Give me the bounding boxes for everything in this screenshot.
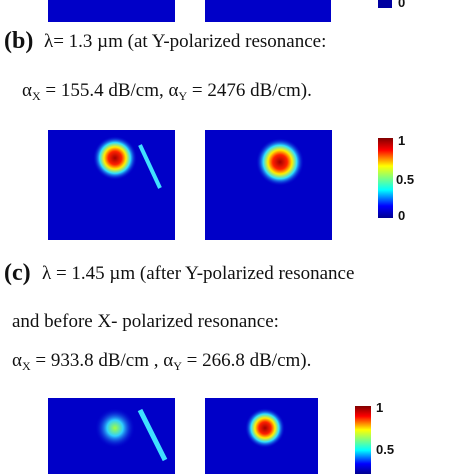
caption-line: αX = 155.4 dB/cm, αY = 2476 dB/cm).	[22, 80, 312, 103]
text: = 155.4 dB/cm, α	[41, 80, 179, 101]
field-map	[48, 0, 175, 22]
field-map	[205, 0, 331, 22]
caption-line: λ = 1.45 µm (after Y-polarized resonance	[42, 263, 354, 284]
colorbar-label: 0.5	[396, 172, 414, 187]
text: = 933.8 dB/cm , α	[31, 350, 174, 371]
caption-line: and before X- polarized resonance:	[12, 311, 279, 332]
mode-spot	[95, 408, 135, 448]
colorbar	[378, 0, 392, 8]
colorbar-label: 1	[398, 133, 405, 148]
mode-spot	[93, 136, 137, 180]
colorbar	[355, 406, 371, 474]
panel-label: (c)	[4, 260, 31, 286]
colorbar-label: 0	[398, 208, 405, 223]
mode-streak	[137, 408, 168, 462]
text: α	[12, 350, 22, 371]
mode-spot	[256, 138, 304, 186]
subscript: X	[32, 89, 41, 103]
text: = 2476 dB/cm).	[187, 80, 312, 101]
colorbar-label: 0.5	[376, 442, 394, 457]
panel-label: (b)	[4, 28, 33, 54]
text: α	[22, 80, 32, 101]
subscript: Y	[178, 89, 187, 103]
mode-spot	[245, 408, 285, 448]
subscript: X	[22, 359, 31, 373]
mode-streak	[138, 144, 162, 189]
caption-line: αX = 933.8 dB/cm , αY = 266.8 dB/cm).	[12, 350, 311, 373]
text: = 266.8 dB/cm).	[182, 350, 311, 371]
caption-line: λ= 1.3 µm (at Y-polarized resonance:	[44, 31, 326, 52]
colorbar-label: 0	[398, 0, 405, 10]
colorbar	[378, 138, 393, 218]
colorbar-label: 1	[376, 400, 383, 415]
subscript: Y	[173, 359, 182, 373]
